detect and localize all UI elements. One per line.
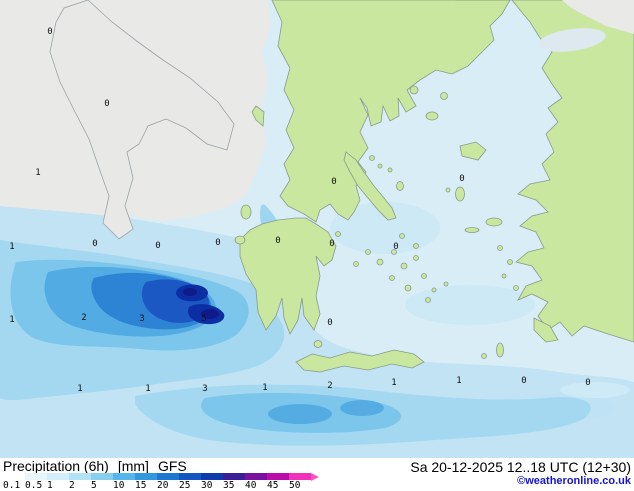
legend-scale-value: 2	[69, 480, 75, 491]
legend-seg-0.5	[25, 473, 47, 480]
precip-value-label: 0	[275, 236, 280, 246]
legend-seg-45	[267, 473, 289, 480]
legend-seg-0.1	[3, 473, 25, 480]
precipitation-map: 0 0 1 0 0 1 0 0 0 0 0 0 1 2 3 5 0 1 1 3 1 2 1 1 0 0	[0, 0, 634, 458]
precip-spot-south-crete-2	[340, 400, 384, 416]
italy-landmass	[49, 0, 235, 240]
peloponnese	[239, 217, 337, 335]
precip-value-label: 1	[35, 168, 40, 178]
legend-scale-value: 45	[267, 480, 279, 491]
rhodes-island	[533, 317, 559, 343]
crete-island	[295, 349, 425, 373]
legend-scale-value: 0.5	[25, 480, 43, 491]
forecast-datetime: Sa 20-12-2025 12..18 UTC (12+30)	[410, 459, 631, 475]
lesbos-island	[459, 141, 487, 161]
precip-patch-aegean	[330, 202, 440, 254]
precip-value-label: 0	[329, 239, 334, 249]
sea-of-marmara	[538, 28, 606, 52]
islands-group	[234, 85, 559, 359]
legend-scale-values: 0.1 0.5 1 2 5 10 15 20 25 30 35 40 45 50	[3, 480, 311, 491]
legend-model: GFS	[157, 458, 187, 474]
precip-value-label: 0	[521, 376, 526, 386]
precip-core-north	[183, 288, 197, 296]
precip-value-label: 0	[104, 99, 109, 109]
precip-value-label: 1	[262, 383, 267, 393]
legend-scale-value: 15	[135, 480, 147, 491]
precip-value-label: 1	[145, 384, 150, 394]
legend-footer: Precipitation (6h) [mm] GFS 0.1 0.5 1 2 5 10 15 2…	[0, 458, 634, 491]
precip-streak-far-east	[560, 382, 630, 398]
precip-value-label: 0	[92, 239, 97, 249]
legend-scale-value: 30	[201, 480, 213, 491]
legend-seg-30	[201, 473, 223, 480]
legend-scale-value: 1	[47, 480, 53, 491]
precip-core-south	[201, 309, 219, 319]
legend-scale-value: 50	[289, 480, 301, 491]
precip-value-label: 0	[585, 378, 590, 388]
precip-value-label: 0	[331, 177, 336, 187]
no-precip-region-northeast	[562, 0, 634, 34]
legend-scale-value: 0.1	[3, 480, 21, 491]
precip-value-label: 0	[393, 242, 398, 252]
precipitation-layers	[0, 202, 634, 458]
legend-scale-value: 5	[91, 480, 97, 491]
legend-seg-5	[91, 473, 113, 480]
legend-seg-15	[135, 473, 157, 480]
legend-scale-value: 25	[179, 480, 191, 491]
precip-value-label: 2	[81, 313, 86, 323]
precip-value-label: 3	[139, 314, 144, 324]
map-area: 0 0 1 0 0 1 0 0 0 0 0 0 1 2 3 5 0 1 1 3 1 2 1 1 0 0	[0, 0, 634, 458]
precip-value-label: 1	[456, 376, 461, 386]
precip-value-label: 5	[201, 314, 206, 324]
map-value-labels: 0 0 1 0 0 1 0 0 0 0 0 0 1 2 3 5 0 1 1 3 1 2 1 1 0 0	[9, 27, 590, 394]
legend-param: Precipitation (6h)	[3, 458, 109, 474]
legend-seg-40	[245, 473, 267, 480]
legend-scale-value: 40	[245, 480, 257, 491]
legend-seg-50	[289, 473, 311, 480]
precip-value-label: 0	[47, 27, 52, 37]
legend-seg-1	[47, 473, 69, 480]
precip-value-label: 3	[202, 384, 207, 394]
precip-patch-southeast-aegean	[405, 285, 535, 325]
precip-value-label: 1	[77, 384, 82, 394]
legend-arrow-icon	[311, 472, 319, 481]
precip-value-label: 1	[391, 378, 396, 388]
euboea-island	[343, 151, 397, 221]
legend-scale-value: 20	[157, 480, 169, 491]
precip-value-label: 0	[327, 318, 332, 328]
turkey-landmass	[455, 0, 634, 343]
legend-scale-value: 35	[223, 480, 235, 491]
precip-spot-south-crete	[268, 404, 332, 424]
legend-unit: [mm]	[117, 458, 149, 474]
precip-value-label: 2	[327, 381, 332, 391]
legend-seg-2	[69, 473, 91, 480]
legend-seg-25	[179, 473, 201, 480]
greece-mainland	[271, 0, 511, 223]
precip-value-label: 0	[215, 238, 220, 248]
legend-seg-10	[113, 473, 135, 480]
precip-value-label: 0	[459, 174, 464, 184]
precip-value-label: 1	[9, 315, 14, 325]
legend-seg-35	[223, 473, 245, 480]
legend-seg-20	[157, 473, 179, 480]
legend-title: Precipitation (6h) [mm] GFS	[3, 458, 196, 474]
legend-scale-value: 10	[113, 480, 125, 491]
corfu-island	[251, 105, 265, 127]
precip-value-label: 1	[9, 242, 14, 252]
precip-value-label: 0	[155, 241, 160, 251]
copyright-link[interactable]: ©weatheronline.co.uk	[517, 475, 631, 487]
landmasses	[49, 0, 634, 373]
legend-color-bar	[3, 472, 319, 481]
